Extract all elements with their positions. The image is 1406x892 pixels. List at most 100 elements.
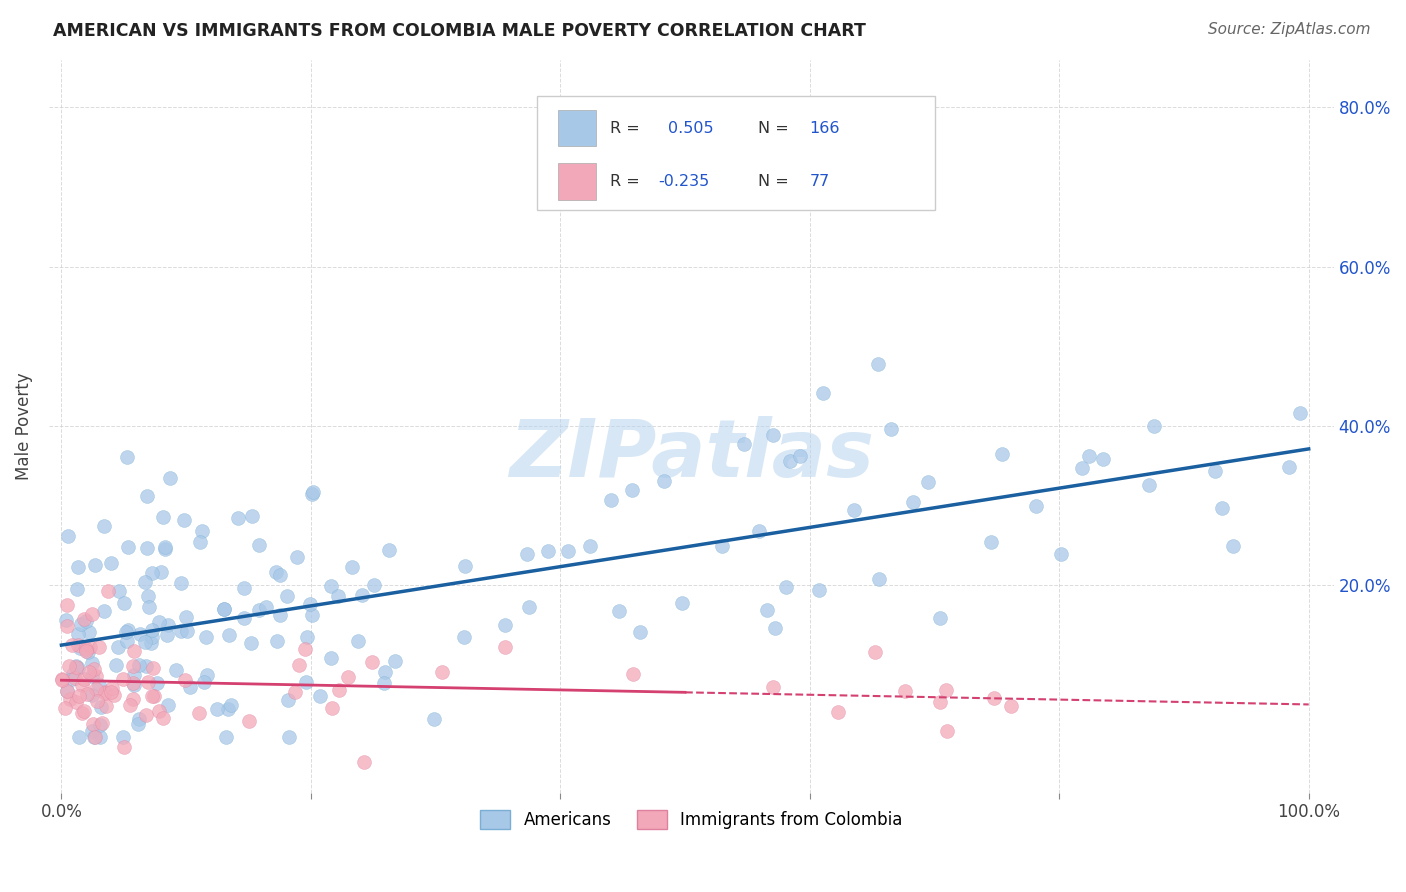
Point (146, 676, 169, 690)
Point (121, 659, 143, 673)
Point (284, 685, 307, 699)
Point (141, 630, 163, 644)
Point (277, 693, 299, 707)
Point (122, 675, 145, 690)
Point (93, 604, 115, 618)
Point (516, 547, 538, 561)
Point (111, 672, 134, 686)
Point (294, 642, 316, 657)
Point (328, 682, 350, 697)
Point (983, 690, 1005, 705)
Text: N =: N = (758, 120, 789, 136)
Point (67, 730, 90, 744)
Point (169, 624, 191, 638)
Point (156, 698, 179, 712)
Point (361, 656, 384, 670)
Point (1211, 501, 1233, 516)
Point (240, 636, 263, 650)
Point (494, 640, 516, 654)
Point (868, 572, 890, 586)
Point (187, 706, 209, 721)
Text: 77: 77 (810, 174, 830, 189)
Point (101, 681, 124, 695)
Point (55, 599, 77, 613)
Text: ZIPatlas: ZIPatlas (509, 417, 873, 494)
Point (56, 619, 79, 633)
Point (148, 615, 170, 629)
Point (378, 543, 401, 558)
Point (607, 604, 630, 618)
Point (218, 627, 240, 641)
Point (748, 524, 770, 539)
Point (136, 489, 159, 503)
Point (733, 436, 755, 450)
Text: Source: ZipAtlas.com: Source: ZipAtlas.com (1208, 22, 1371, 37)
Point (115, 450, 138, 464)
Point (58, 659, 80, 673)
Point (97, 583, 120, 598)
Point (295, 675, 318, 690)
Point (928, 695, 950, 709)
Point (756, 603, 779, 617)
Point (112, 730, 135, 744)
Point (75, 614, 97, 628)
Point (1077, 449, 1099, 463)
Text: 0.505: 0.505 (668, 120, 714, 136)
Point (107, 584, 129, 599)
Point (775, 580, 797, 594)
Point (671, 596, 693, 610)
Point (173, 673, 195, 688)
Point (880, 422, 903, 436)
Point (80, 656, 103, 670)
Point (894, 684, 917, 698)
Point (70, 678, 93, 692)
Point (155, 541, 177, 556)
Point (89, 640, 111, 655)
Point (159, 471, 181, 485)
Point (233, 582, 256, 596)
Point (89, 718, 111, 732)
Text: -0.235: -0.235 (658, 174, 709, 189)
Point (83, 662, 105, 676)
Point (1137, 478, 1160, 492)
Point (494, 617, 516, 632)
Point (827, 705, 849, 719)
Point (1143, 419, 1166, 434)
Point (247, 603, 270, 617)
Point (59, 692, 82, 706)
Point (70, 616, 93, 631)
Point (122, 668, 145, 682)
Point (89, 677, 111, 691)
Point (82, 716, 104, 731)
Point (287, 658, 309, 673)
Point (53, 700, 76, 714)
Point (143, 690, 166, 704)
Point (215, 730, 238, 744)
Point (264, 566, 287, 580)
Point (212, 602, 235, 616)
Point (807, 582, 830, 597)
Point (621, 483, 644, 498)
Text: R =: R = (610, 120, 640, 136)
Point (84, 669, 107, 683)
Text: AMERICAN VS IMMIGRANTS FROM COLOMBIA MALE POVERTY CORRELATION CHART: AMERICAN VS IMMIGRANTS FROM COLOMBIA MAL… (53, 22, 866, 40)
Point (69, 640, 91, 655)
Point (56, 683, 79, 698)
Point (557, 544, 579, 558)
Point (115, 634, 138, 648)
Point (135, 541, 157, 555)
Point (82, 688, 104, 702)
Point (94, 698, 117, 713)
Point (75, 644, 97, 658)
Point (254, 600, 277, 615)
Point (340, 560, 363, 574)
Point (55, 683, 77, 698)
Point (762, 428, 785, 442)
Point (238, 714, 260, 728)
Point (134, 574, 156, 589)
Point (141, 623, 163, 637)
Point (1204, 464, 1226, 478)
Point (103, 688, 125, 702)
Point (169, 576, 191, 591)
Point (141, 566, 163, 581)
